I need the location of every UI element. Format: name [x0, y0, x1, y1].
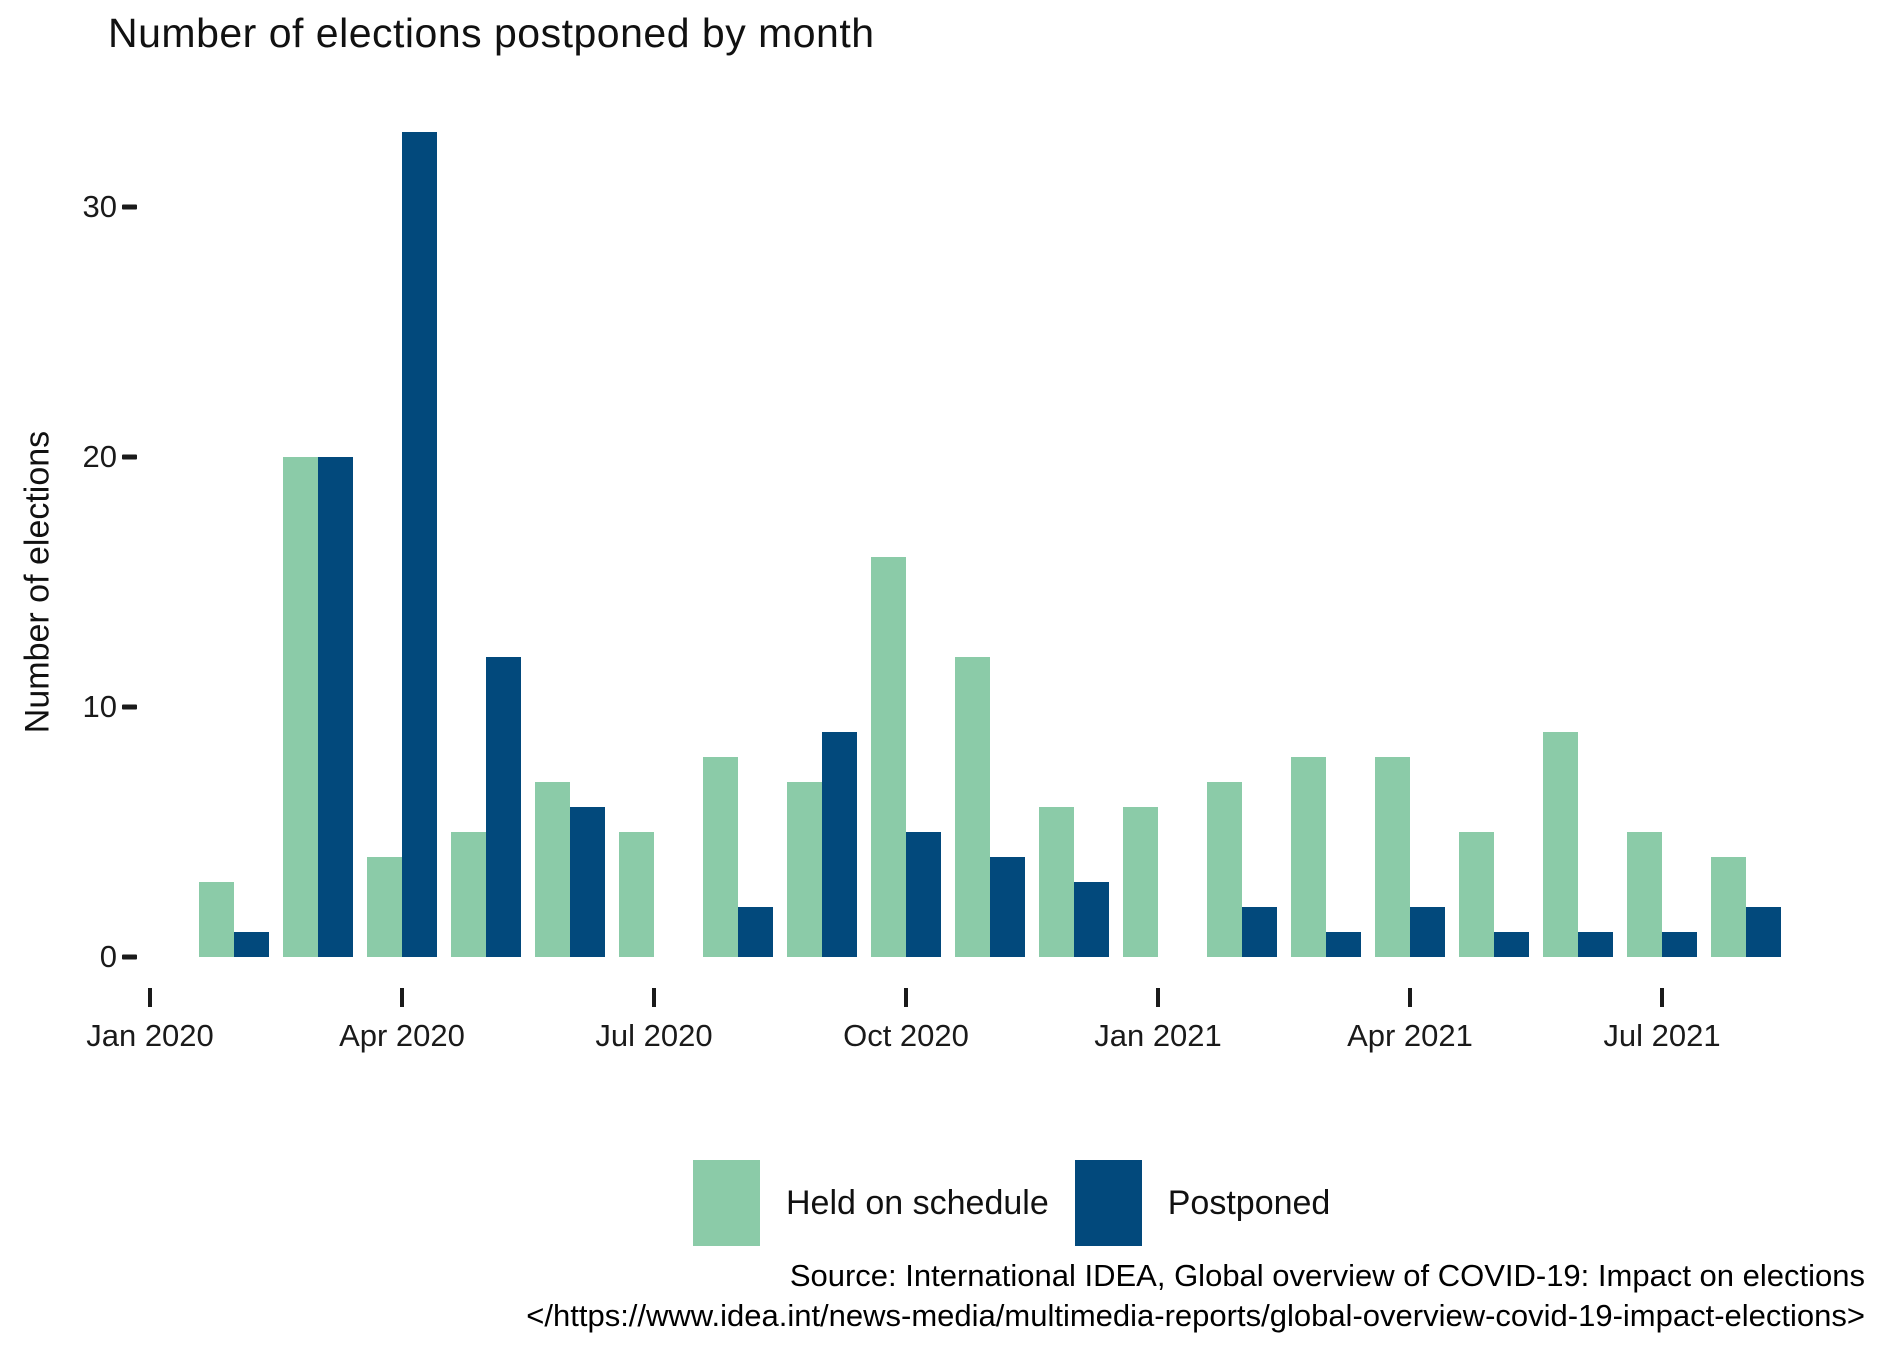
x-tick-mark-jul-2021 — [1660, 988, 1664, 1007]
source-caption: Source: International IDEA, Global overv… — [526, 1256, 1865, 1336]
bar-held-sep-2020 — [787, 782, 822, 957]
x-tick-label-jan-2021: Jan 2021 — [1094, 1018, 1222, 1053]
bar-held-jul-2020 — [619, 832, 654, 957]
legend: Held on schedule Postponed — [693, 1160, 1330, 1246]
y-tick-mark-10 — [122, 704, 137, 710]
legend-label-held: Held on schedule — [786, 1183, 1049, 1222]
bar-postponed-may-2021 — [1494, 932, 1529, 957]
bar-postponed-dec-2020 — [1074, 882, 1109, 957]
y-tick-label-10: 10 — [82, 689, 117, 724]
y-axis-title: Number of elections — [18, 430, 57, 734]
x-tick-label-apr-2020: Apr 2020 — [339, 1018, 465, 1053]
bar-held-jun-2021 — [1543, 732, 1578, 957]
x-tick-mark-jan-2021 — [1156, 988, 1160, 1007]
x-tick-mark-apr-2021 — [1408, 988, 1412, 1007]
bar-held-aug-2020 — [703, 757, 738, 957]
bar-postponed-apr-2021 — [1410, 907, 1445, 957]
bar-held-oct-2020 — [871, 557, 906, 957]
bar-postponed-sep-2020 — [822, 732, 857, 957]
source-line-2: </https://www.idea.int/news-media/multim… — [526, 1298, 1865, 1333]
bar-held-apr-2020 — [367, 857, 402, 957]
y-tick-mark-0 — [122, 954, 137, 960]
bar-postponed-feb-2021 — [1242, 907, 1277, 957]
bar-postponed-aug-2021 — [1746, 907, 1781, 957]
x-tick-mark-oct-2020 — [904, 988, 908, 1007]
legend-item-held: Held on schedule — [693, 1160, 1049, 1246]
bar-postponed-mar-2021 — [1326, 932, 1361, 957]
y-tick-label-20: 20 — [82, 439, 117, 474]
x-tick-mark-apr-2020 — [400, 988, 404, 1007]
bar-postponed-apr-2020 — [402, 132, 437, 957]
source-line-1: Source: International IDEA, Global overv… — [789, 1258, 1865, 1293]
bar-postponed-mar-2020 — [318, 457, 353, 957]
bar-held-jan-2021 — [1123, 807, 1158, 957]
y-tick-label-0: 0 — [99, 939, 117, 974]
x-tick-mark-jul-2020 — [652, 988, 656, 1007]
legend-swatch-postponed-icon — [1074, 1160, 1142, 1246]
bar-held-apr-2021 — [1375, 757, 1410, 957]
y-tick-mark-20 — [122, 454, 137, 460]
bar-held-aug-2021 — [1711, 857, 1746, 957]
chart-title: Number of elections postponed by month — [108, 10, 875, 56]
bar-held-dec-2020 — [1039, 807, 1074, 957]
bar-held-feb-2020 — [199, 882, 234, 957]
bar-held-may-2021 — [1459, 832, 1494, 957]
legend-label-postponed: Postponed — [1167, 1183, 1331, 1222]
bar-postponed-may-2020 — [486, 657, 521, 957]
x-tick-label-jan-2020: Jan 2020 — [86, 1018, 214, 1053]
bar-held-jun-2020 — [535, 782, 570, 957]
bar-postponed-nov-2020 — [990, 857, 1025, 957]
x-tick-label-jul-2020: Jul 2020 — [595, 1018, 713, 1053]
y-tick-label-30: 30 — [82, 189, 117, 224]
bar-postponed-jun-2020 — [570, 807, 605, 957]
bar-held-nov-2020 — [955, 657, 990, 957]
bar-held-may-2020 — [451, 832, 486, 957]
x-tick-label-oct-2020: Oct 2020 — [843, 1018, 969, 1053]
x-tick-label-apr-2021: Apr 2021 — [1347, 1018, 1473, 1053]
bar-postponed-feb-2020 — [234, 932, 269, 957]
bar-held-mar-2021 — [1291, 757, 1326, 957]
y-tick-mark-30 — [122, 204, 137, 210]
bar-postponed-oct-2020 — [906, 832, 941, 957]
bar-held-feb-2021 — [1207, 782, 1242, 957]
legend-swatch-held-icon — [693, 1160, 760, 1246]
bar-postponed-jul-2021 — [1662, 932, 1697, 957]
legend-item-postponed: Postponed — [1074, 1160, 1331, 1246]
x-tick-mark-jan-2020 — [148, 988, 152, 1007]
bar-postponed-aug-2020 — [738, 907, 773, 957]
x-tick-label-jul-2021: Jul 2021 — [1603, 1018, 1721, 1053]
bar-held-jul-2021 — [1627, 832, 1662, 957]
bar-postponed-jun-2021 — [1578, 932, 1613, 957]
bar-held-mar-2020 — [283, 457, 318, 957]
